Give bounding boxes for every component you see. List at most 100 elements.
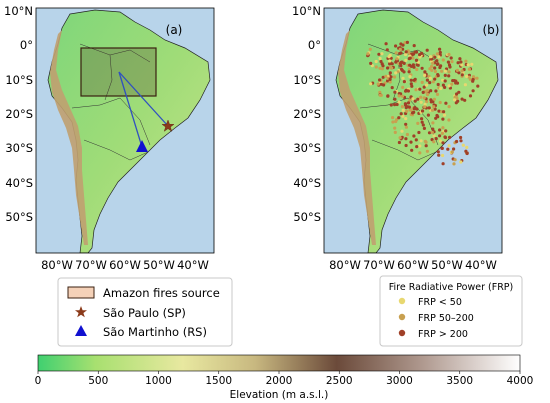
fire-point — [399, 112, 403, 116]
fire-point — [460, 69, 464, 73]
frp-low-dot — [398, 297, 406, 305]
fire-point — [438, 128, 442, 132]
fire-point — [441, 117, 445, 121]
fire-point — [460, 97, 464, 101]
fire-point — [451, 79, 455, 83]
fire-point — [380, 52, 384, 56]
fire-point — [455, 139, 459, 144]
fire-point — [444, 129, 448, 133]
fire-point — [443, 135, 448, 140]
colorbar-gradient — [37, 354, 521, 372]
fire-point — [420, 117, 424, 121]
lat-tick: 10°S — [5, 73, 33, 87]
fire-point — [369, 61, 373, 65]
fire-point — [430, 130, 434, 135]
lat-tick: 30°S — [5, 141, 33, 155]
fire-point — [402, 80, 406, 84]
fire-point — [432, 140, 436, 144]
fire-point — [428, 67, 432, 71]
lon-tick: 80°W — [41, 258, 73, 272]
fire-point — [388, 71, 392, 75]
lat-tick: 50°S — [5, 210, 33, 224]
star-icon — [75, 306, 87, 318]
fire-point — [455, 92, 459, 96]
fire-point — [431, 121, 435, 125]
fire-point — [408, 56, 412, 60]
fire-point — [438, 134, 442, 138]
lon-ticks-a: 80°W 70°W 60°W 50°W 40°W — [41, 258, 209, 272]
fire-point — [397, 100, 401, 104]
fire-point — [447, 52, 451, 57]
fire-point — [431, 80, 435, 84]
fire-point — [436, 82, 440, 87]
fire-point — [378, 66, 382, 70]
fire-point — [418, 55, 422, 59]
fire-point — [422, 96, 426, 100]
fire-point — [442, 113, 447, 117]
fire-point — [447, 74, 451, 78]
fire-point — [467, 75, 471, 79]
fire-point — [437, 153, 441, 157]
fire-point — [404, 50, 408, 54]
lat-tick: 0° — [20, 38, 33, 52]
fire-point — [366, 52, 370, 56]
fire-point — [415, 63, 419, 67]
fire-point — [463, 98, 467, 102]
country-borders-a — [71, 43, 151, 161]
fire-point — [432, 134, 436, 138]
fire-point — [425, 48, 429, 52]
fire-point — [431, 127, 435, 131]
fire-point — [420, 66, 424, 70]
fire-point — [390, 86, 394, 90]
fire-point — [369, 82, 373, 86]
fire-point — [435, 62, 439, 66]
fire-point — [446, 147, 450, 151]
fire-point — [393, 126, 397, 130]
fire-point — [406, 89, 410, 93]
fire-point — [435, 52, 439, 56]
fire-point — [409, 78, 413, 82]
fire-point — [447, 118, 451, 122]
legend-b-title: Fire Radiative Power (FRP) — [389, 282, 513, 293]
fire-point — [394, 60, 398, 64]
colorbar-tick-label: 4000 — [507, 375, 534, 387]
fire-point — [382, 83, 386, 87]
lat-tick: 10°N — [4, 4, 33, 18]
fire-point — [450, 150, 454, 154]
fire-point — [410, 84, 414, 88]
fire-point — [401, 43, 405, 47]
lat-ticks-b: 10°N 0° 10°S 20°S 30°S 40°S 50°S — [292, 4, 321, 224]
fire-point — [441, 141, 445, 145]
fire-point — [400, 105, 404, 109]
fire-point — [395, 57, 399, 61]
colorbar-tick-label: 500 — [88, 375, 108, 387]
fire-point — [399, 67, 404, 71]
fire-point — [436, 74, 440, 78]
fire-point — [429, 98, 433, 102]
fire-point — [391, 120, 395, 124]
fire-point — [403, 41, 407, 45]
fire-point — [440, 131, 444, 135]
fire-point — [419, 100, 423, 104]
fire-point — [378, 93, 382, 97]
fire-point — [414, 138, 418, 142]
fire-point — [393, 103, 397, 107]
fire-point — [422, 85, 426, 89]
fire-point — [471, 89, 475, 93]
lat-tick: 20°S — [293, 107, 321, 121]
andes-b — [338, 30, 376, 245]
fire-point — [370, 64, 374, 68]
fire-point — [443, 69, 447, 73]
fire-point — [386, 79, 390, 83]
fire-point — [394, 44, 398, 48]
fire-point — [429, 55, 433, 59]
frp-high-dot — [398, 329, 406, 337]
fire-point — [425, 92, 429, 96]
fire-point — [386, 94, 390, 98]
fire-point — [435, 59, 439, 63]
fire-point — [378, 56, 382, 61]
fire-point — [408, 75, 412, 79]
fire-point — [401, 76, 405, 80]
fire-point — [418, 151, 422, 155]
